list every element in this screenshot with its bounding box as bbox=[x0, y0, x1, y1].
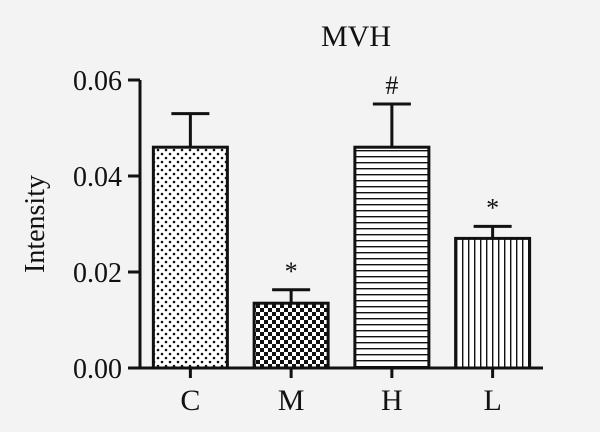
bars: * # * bbox=[151, 71, 532, 370]
y-tick-label: 0.06 bbox=[73, 66, 122, 97]
bar-l bbox=[454, 236, 532, 370]
x-tick-label: L bbox=[483, 384, 501, 417]
significance-mark-h: # bbox=[385, 71, 398, 100]
significance-mark-m: * bbox=[285, 257, 298, 286]
y-tick-label: 0.02 bbox=[73, 258, 122, 289]
y-axis-label: Intensity bbox=[20, 175, 51, 273]
y-axis-ticks: 0.00 0.02 0.04 0.06 bbox=[73, 66, 140, 385]
bar-m bbox=[252, 301, 330, 370]
y-tick-label: 0.00 bbox=[73, 354, 122, 385]
x-tick-label: M bbox=[278, 384, 305, 417]
x-tick-label: C bbox=[180, 384, 200, 417]
bar-h bbox=[353, 145, 431, 370]
y-tick-label: 0.04 bbox=[73, 162, 122, 193]
bar-c bbox=[151, 145, 229, 370]
significance-mark-l: * bbox=[486, 193, 499, 222]
chart-title: MVH bbox=[321, 20, 391, 53]
x-tick-label: H bbox=[381, 384, 403, 417]
